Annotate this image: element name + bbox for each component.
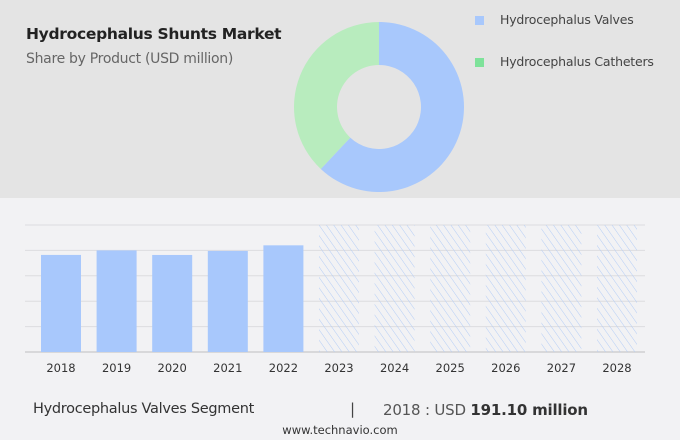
- forecast-bar-2027: [541, 225, 582, 352]
- bar-2020: [152, 254, 193, 352]
- forecast-bar-2028: [597, 225, 637, 352]
- x-tick-label: 2020: [158, 361, 187, 375]
- x-axis-labels: 2018 2019 2020 2021 2022 2023 2024 2025 2026 2027…: [46, 361, 631, 375]
- segment-value: 2018 : USD 191.10 million: [383, 401, 588, 419]
- x-tick-label: 2022: [269, 361, 298, 375]
- website-link[interactable]: www.technavio.com: [282, 423, 398, 437]
- gridlines: [25, 224, 645, 353]
- bar-2022: [263, 245, 304, 352]
- bar-2018: [41, 254, 81, 352]
- x-tick-label: 2018: [46, 361, 75, 375]
- forecast-bar-2026: [485, 225, 526, 352]
- value-amount: 191.10 million: [470, 401, 588, 419]
- legend-label: Hydrocephalus Catheters: [500, 54, 654, 69]
- chart-subtitle: Share by Product (USD million): [26, 51, 234, 67]
- chart-title: Hydrocephalus Shunts Market: [26, 25, 282, 43]
- x-tick-label: 2025: [436, 361, 465, 375]
- bar-2019: [96, 250, 137, 352]
- x-tick-label: 2019: [102, 361, 131, 375]
- forecast-bar-2023: [319, 225, 359, 352]
- x-tick-label: 2026: [491, 361, 520, 375]
- segment-label: Hydrocephalus Valves Segment: [33, 401, 254, 417]
- forecast-bar-2024: [374, 225, 415, 352]
- legend-item-catheters: Hydrocephalus Catheters: [475, 54, 675, 72]
- legend-label: Hydrocephalus Valves: [500, 12, 634, 27]
- x-tick-label: 2021: [213, 361, 242, 375]
- legend-swatch: [475, 16, 484, 25]
- legend-item-valves: Hydrocephalus Valves: [475, 12, 675, 30]
- year-label: 2018 : USD: [383, 401, 471, 419]
- x-tick-label: 2027: [547, 361, 576, 375]
- legend-swatch: [475, 58, 484, 67]
- x-tick-label: 2023: [324, 361, 353, 375]
- separator: |: [350, 400, 356, 418]
- forecast-bar-2025: [430, 225, 471, 352]
- x-tick-label: 2028: [602, 361, 631, 375]
- bar-2021: [207, 250, 248, 352]
- bar-series: [41, 225, 637, 352]
- x-tick-label: 2024: [380, 361, 409, 375]
